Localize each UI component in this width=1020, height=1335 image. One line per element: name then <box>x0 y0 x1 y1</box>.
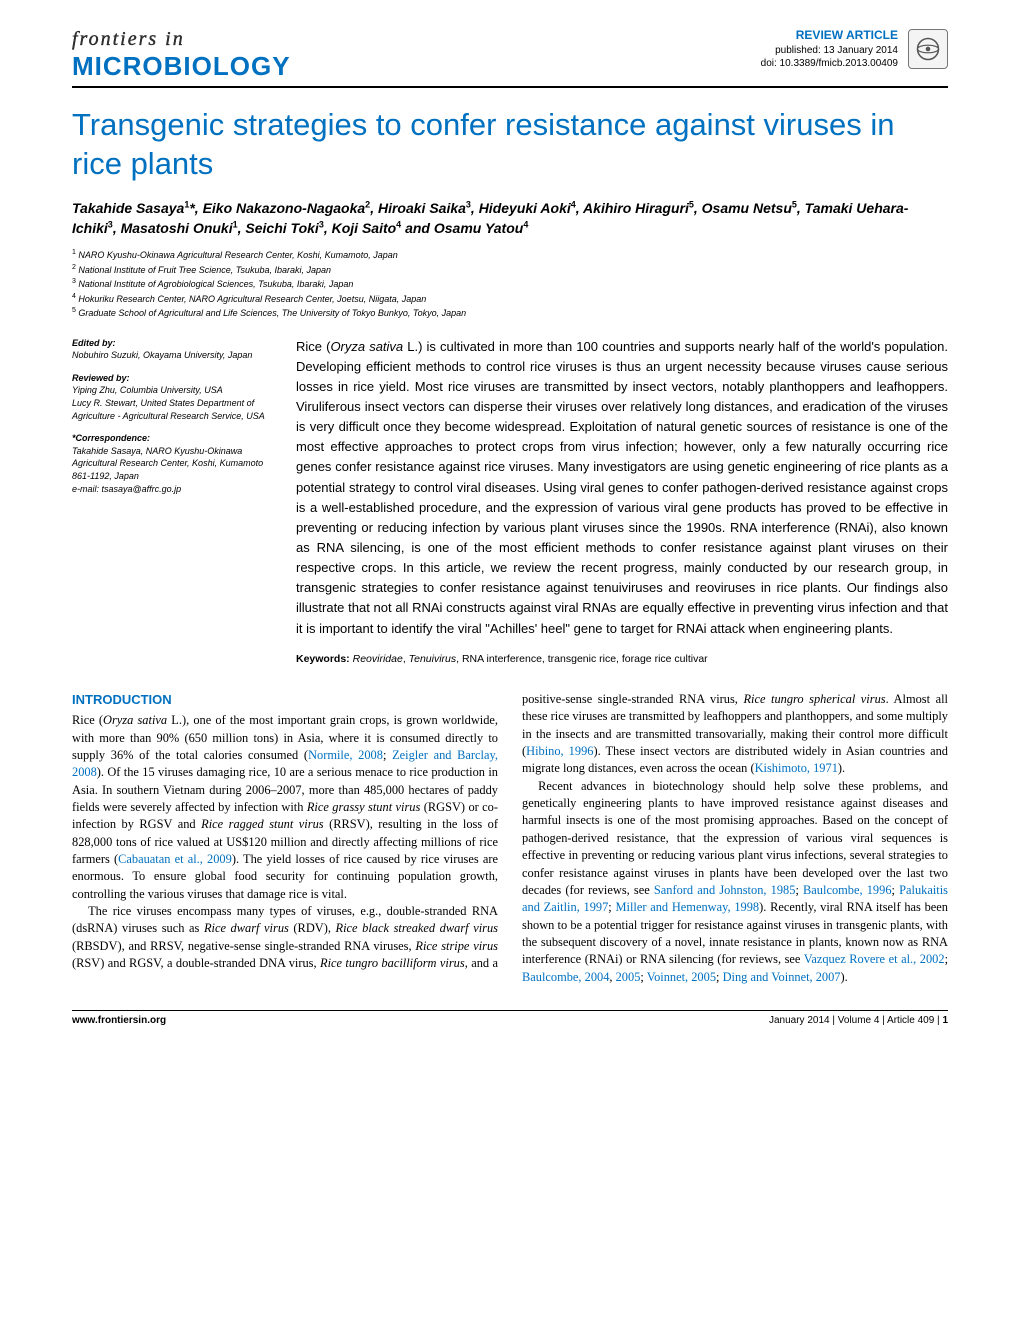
keywords-value: Reoviridae, Tenuivirus, RNA interference… <box>353 653 708 665</box>
page-header: frontiers in MICROBIOLOGY REVIEW ARTICLE… <box>72 28 948 88</box>
article-meta: REVIEW ARTICLE published: 13 January 201… <box>761 28 948 70</box>
correspondence-block: *Correspondence: Takahide Sasaya, NARO K… <box>72 432 272 495</box>
reviewed-by-value: Yiping Zhu, Columbia University, USA Luc… <box>72 384 272 422</box>
section-heading-introduction: INTRODUCTION <box>72 691 498 709</box>
edited-by-block: Edited by: Nobuhiro Suzuki, Okayama Univ… <box>72 337 272 362</box>
doi: doi: 10.3389/fmicb.2013.00409 <box>761 57 898 70</box>
body-paragraph: Recent advances in biotechnology should … <box>522 778 948 986</box>
page-footer: www.frontiersin.org January 2014 | Volum… <box>72 1010 948 1026</box>
affiliation-item: 5 Graduate School of Agricultural and Li… <box>72 306 948 321</box>
edited-by-label: Edited by: <box>72 337 272 350</box>
affiliation-item: 2 National Institute of Fruit Tree Scien… <box>72 263 948 278</box>
journal-top-text: frontiers in <box>72 28 291 51</box>
footer-citation: January 2014 | Volume 4 | Article 409 | … <box>769 1015 948 1026</box>
journal-block: frontiers in MICROBIOLOGY <box>72 28 291 82</box>
keywords-label: Keywords: <box>296 653 350 665</box>
keywords-line: Keywords: Reoviridae, Tenuivirus, RNA in… <box>296 651 948 667</box>
article-type: REVIEW ARTICLE <box>761 28 898 44</box>
correspondence-value: Takahide Sasaya, NARO Kyushu-Okinawa Agr… <box>72 445 272 495</box>
authors-list: Takahide Sasaya1*, Eiko Nakazono-Nagaoka… <box>72 198 948 239</box>
article-title: Transgenic strategies to confer resistan… <box>72 106 948 184</box>
reviewed-by-label: Reviewed by: <box>72 372 272 385</box>
abstract-text: Rice (Oryza sativa L.) is cultivated in … <box>296 337 948 639</box>
journal-logo-icon <box>908 29 948 69</box>
reviewed-by-block: Reviewed by: Yiping Zhu, Columbia Univer… <box>72 372 272 422</box>
footer-url[interactable]: www.frontiersin.org <box>72 1015 166 1026</box>
affiliations-list: 1 NARO Kyushu-Okinawa Agricultural Resea… <box>72 248 948 321</box>
affiliation-item: 3 National Institute of Agrobiological S… <box>72 277 948 292</box>
journal-name: MICROBIOLOGY <box>72 51 291 82</box>
edited-by-value: Nobuhiro Suzuki, Okayama University, Jap… <box>72 349 272 362</box>
article-title-link[interactable]: Transgenic strategies to confer resistan… <box>72 107 894 181</box>
affiliation-item: 1 NARO Kyushu-Okinawa Agricultural Resea… <box>72 248 948 263</box>
article-body: INTRODUCTION Rice (Oryza sativa L.), one… <box>72 691 948 986</box>
published-date: published: 13 January 2014 <box>761 44 898 57</box>
body-paragraph: Rice (Oryza sativa L.), one of the most … <box>72 712 498 903</box>
affiliation-item: 4 Hokuriku Research Center, NARO Agricul… <box>72 292 948 307</box>
article-meta-text: REVIEW ARTICLE published: 13 January 201… <box>761 28 898 70</box>
correspondence-label: *Correspondence: <box>72 432 272 445</box>
editorial-sidebar: Edited by: Nobuhiro Suzuki, Okayama Univ… <box>72 337 272 667</box>
abstract-block: Rice (Oryza sativa L.) is cultivated in … <box>296 337 948 667</box>
